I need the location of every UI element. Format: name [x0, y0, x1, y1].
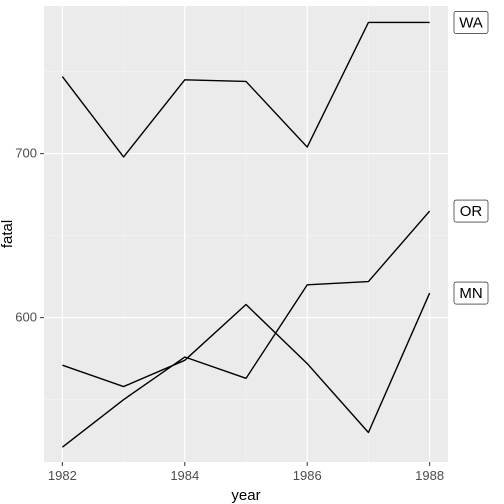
x-tick-label: 1982 — [48, 468, 77, 483]
x-axis-title: year — [231, 487, 260, 504]
chart-figure: 1982 1984 1986 1988 600 700 year fatal WA OR MN — [0, 0, 504, 504]
x-tick-label: 1984 — [170, 468, 199, 483]
y-tick-label: 700 — [15, 146, 37, 161]
x-tick-label: 1988 — [415, 468, 444, 483]
series-label-OR: OR — [460, 203, 483, 220]
series-label-WA: WA — [459, 14, 483, 31]
chart-svg: 1982 1984 1986 1988 600 700 year fatal WA OR MN — [0, 0, 504, 504]
series-label-MN: MN — [459, 285, 482, 302]
y-axis-title: fatal — [0, 220, 16, 248]
y-tick-label: 600 — [15, 310, 37, 325]
x-tick-label: 1986 — [293, 468, 322, 483]
